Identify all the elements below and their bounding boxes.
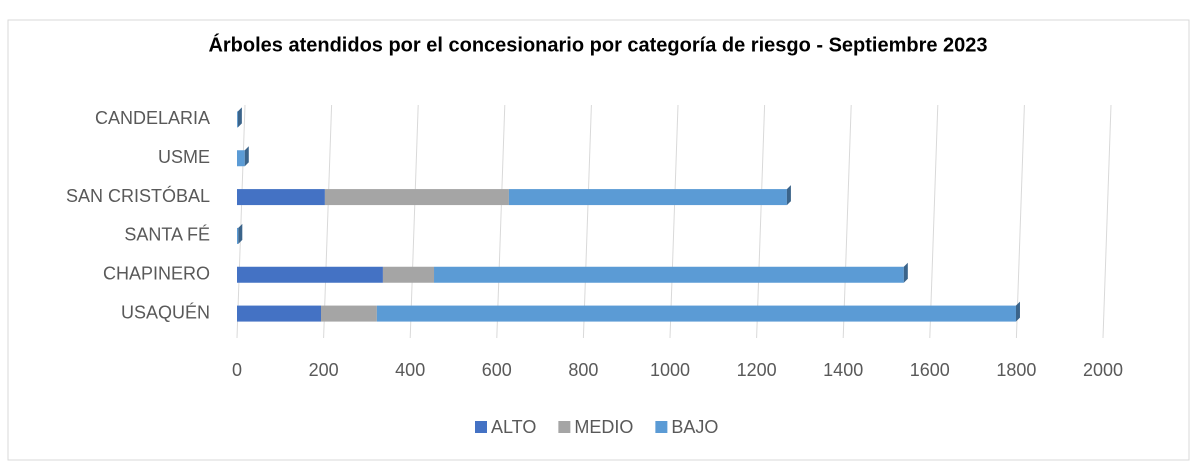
legend-label: MEDIO [574, 417, 633, 437]
chart-title: Árboles atendidos por el concesionario p… [208, 33, 987, 56]
bar-segment [237, 189, 325, 206]
y-tick-label: CANDELARIA [95, 108, 210, 128]
grid-line [1102, 104, 1112, 339]
bar-segment [237, 111, 238, 128]
y-tick-label: USME [158, 147, 210, 167]
legend-label: ALTO [491, 417, 536, 437]
bar-side [238, 223, 243, 244]
x-tick-label: 400 [395, 360, 425, 380]
x-tick-label: 0 [232, 360, 242, 380]
grid-line [1015, 104, 1025, 339]
bar-side [903, 262, 908, 283]
y-tick-label: CHAPINERO [103, 264, 210, 284]
bar-segment [321, 305, 377, 322]
x-tick-label: 1800 [996, 360, 1036, 380]
y-tick-label: SANTA FÉ [124, 225, 210, 245]
bar-segment [324, 189, 509, 206]
grid-line [842, 104, 852, 339]
bar-segment [508, 189, 787, 206]
legend-swatch [475, 421, 487, 433]
grid-line [496, 104, 506, 339]
grid-line [582, 104, 592, 339]
grid-line [929, 104, 939, 339]
grid-line [756, 104, 766, 339]
bar-segment [237, 150, 245, 167]
x-tick-label: 1200 [737, 360, 777, 380]
bar-segment [237, 305, 322, 322]
x-tick-label: 1000 [650, 360, 690, 380]
legend-label: BAJO [671, 417, 718, 437]
grid-line [236, 104, 246, 339]
bar-segment [237, 227, 239, 244]
chart-border [7, 19, 1190, 461]
legend-swatch [655, 421, 668, 433]
x-tick-label: 200 [309, 360, 339, 380]
bar-segment [376, 305, 1016, 322]
bar-segment [237, 266, 383, 283]
legend-swatch [558, 421, 571, 433]
bar-side [237, 107, 242, 128]
bar-segment [382, 266, 435, 283]
x-tick-label: 800 [568, 360, 598, 380]
x-tick-label: 1400 [823, 360, 863, 380]
grid-line [669, 104, 679, 339]
bar-segment [434, 266, 904, 283]
x-tick-label: 2000 [1083, 360, 1123, 380]
x-tick-label: 1600 [910, 360, 950, 380]
bar-side [786, 185, 791, 206]
x-tick-label: 600 [482, 360, 512, 380]
grid-line [323, 104, 333, 339]
grid-line [409, 104, 419, 339]
y-tick-label: SAN CRISTÓBAL [66, 185, 210, 206]
bar-side [1015, 301, 1020, 322]
y-tick-label: USAQUÉN [121, 302, 210, 322]
bar-side [244, 146, 249, 167]
